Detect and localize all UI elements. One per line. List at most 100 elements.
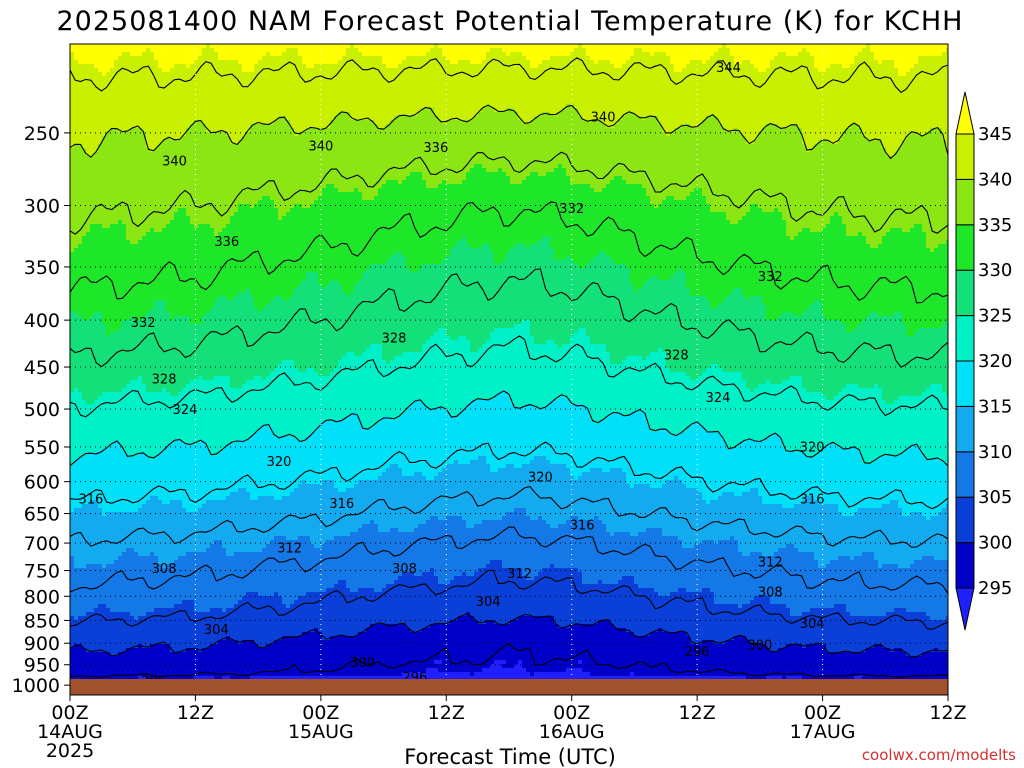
field-cell: [94, 64, 99, 69]
field-cell: [162, 500, 167, 505]
field-cell: [78, 232, 83, 237]
field-cell: [126, 80, 131, 85]
field-cell: [118, 428, 123, 433]
field-cell: [94, 172, 99, 177]
field-cell: [74, 652, 79, 657]
field-cell: [186, 200, 191, 205]
field-cell: [94, 640, 99, 645]
field-cell: [86, 60, 91, 65]
field-cell: [106, 628, 111, 633]
field-cell: [166, 392, 171, 397]
field-cell: [122, 460, 127, 465]
field-cell: [142, 636, 147, 641]
field-cell: [74, 420, 79, 425]
field-cell: [74, 336, 79, 341]
field-cell: [118, 148, 123, 153]
field-cell: [102, 304, 107, 309]
field-cell: [90, 320, 95, 325]
field-cell: [102, 244, 107, 249]
field-cell: [170, 660, 175, 665]
field-cell: [178, 260, 183, 265]
field-cell: [162, 116, 167, 121]
field-cell: [182, 296, 187, 301]
field-cell: [74, 200, 79, 205]
field-cell: [122, 284, 127, 289]
field-cell: [126, 508, 131, 513]
field-cell: [154, 100, 159, 105]
field-cell: [138, 260, 143, 265]
field-cell: [78, 436, 83, 441]
field-cell: [114, 492, 119, 497]
field-cell: [142, 444, 147, 449]
field-cell: [178, 624, 183, 629]
field-cell: [78, 376, 83, 381]
field-cell: [74, 152, 79, 157]
field-cell: [86, 128, 91, 133]
field-cell: [146, 88, 151, 93]
field-cell: [110, 628, 115, 633]
field-cell: [106, 232, 111, 237]
field-cell: [154, 620, 159, 625]
field-cell: [98, 172, 103, 177]
field-cell: [162, 320, 167, 325]
field-cell: [118, 464, 123, 469]
field-cell: [74, 180, 79, 185]
field-cell: [118, 584, 123, 589]
field-cell: [94, 56, 99, 61]
field-cell: [130, 44, 135, 49]
field-cell: [186, 656, 191, 661]
field-cell: [134, 48, 139, 53]
field-cell: [122, 76, 127, 81]
field-cell: [182, 580, 187, 585]
field-cell: [122, 376, 127, 381]
field-cell: [130, 492, 135, 497]
field-cell: [106, 184, 111, 189]
field-cell: [130, 660, 135, 665]
field-cell: [146, 268, 151, 273]
field-cell: [122, 336, 127, 341]
field-cell: [102, 456, 107, 461]
field-cell: [110, 108, 115, 113]
field-cell: [126, 492, 131, 497]
field-cell: [110, 488, 115, 493]
field-cell: [94, 368, 99, 373]
field-cell: [90, 236, 95, 241]
field-cell: [70, 268, 75, 273]
field-cell: [174, 352, 179, 357]
field-cell: [174, 644, 179, 649]
field-cell: [78, 48, 83, 53]
field-cell: [174, 624, 179, 629]
field-cell: [182, 108, 187, 113]
field-cell: [122, 380, 127, 385]
field-cell: [70, 660, 75, 665]
field-cell: [102, 348, 107, 353]
field-cell: [138, 612, 143, 617]
field-cell: [78, 128, 83, 133]
field-cell: [122, 312, 127, 317]
field-cell: [74, 524, 79, 529]
field-cell: [138, 600, 143, 605]
field-cell: [86, 324, 91, 329]
field-cell: [138, 608, 143, 613]
field-cell: [162, 188, 167, 193]
field-cell: [74, 512, 79, 517]
field-cell: [170, 68, 175, 73]
field-cell: [146, 364, 151, 369]
field-cell: [110, 644, 115, 649]
field-cell: [190, 176, 195, 181]
field-cell: [82, 292, 87, 297]
field-cell: [190, 260, 195, 265]
field-cell: [94, 384, 99, 389]
field-cell: [170, 116, 175, 121]
field-cell: [70, 604, 75, 609]
field-cell: [150, 200, 155, 205]
field-cell: [110, 476, 115, 481]
field-cell: [86, 328, 91, 333]
field-cell: [130, 444, 135, 449]
field-cell: [82, 656, 87, 661]
field-cell: [86, 444, 91, 449]
field-cell: [142, 284, 147, 289]
field-cell: [94, 644, 99, 649]
field-cell: [170, 188, 175, 193]
field-cell: [190, 236, 195, 241]
